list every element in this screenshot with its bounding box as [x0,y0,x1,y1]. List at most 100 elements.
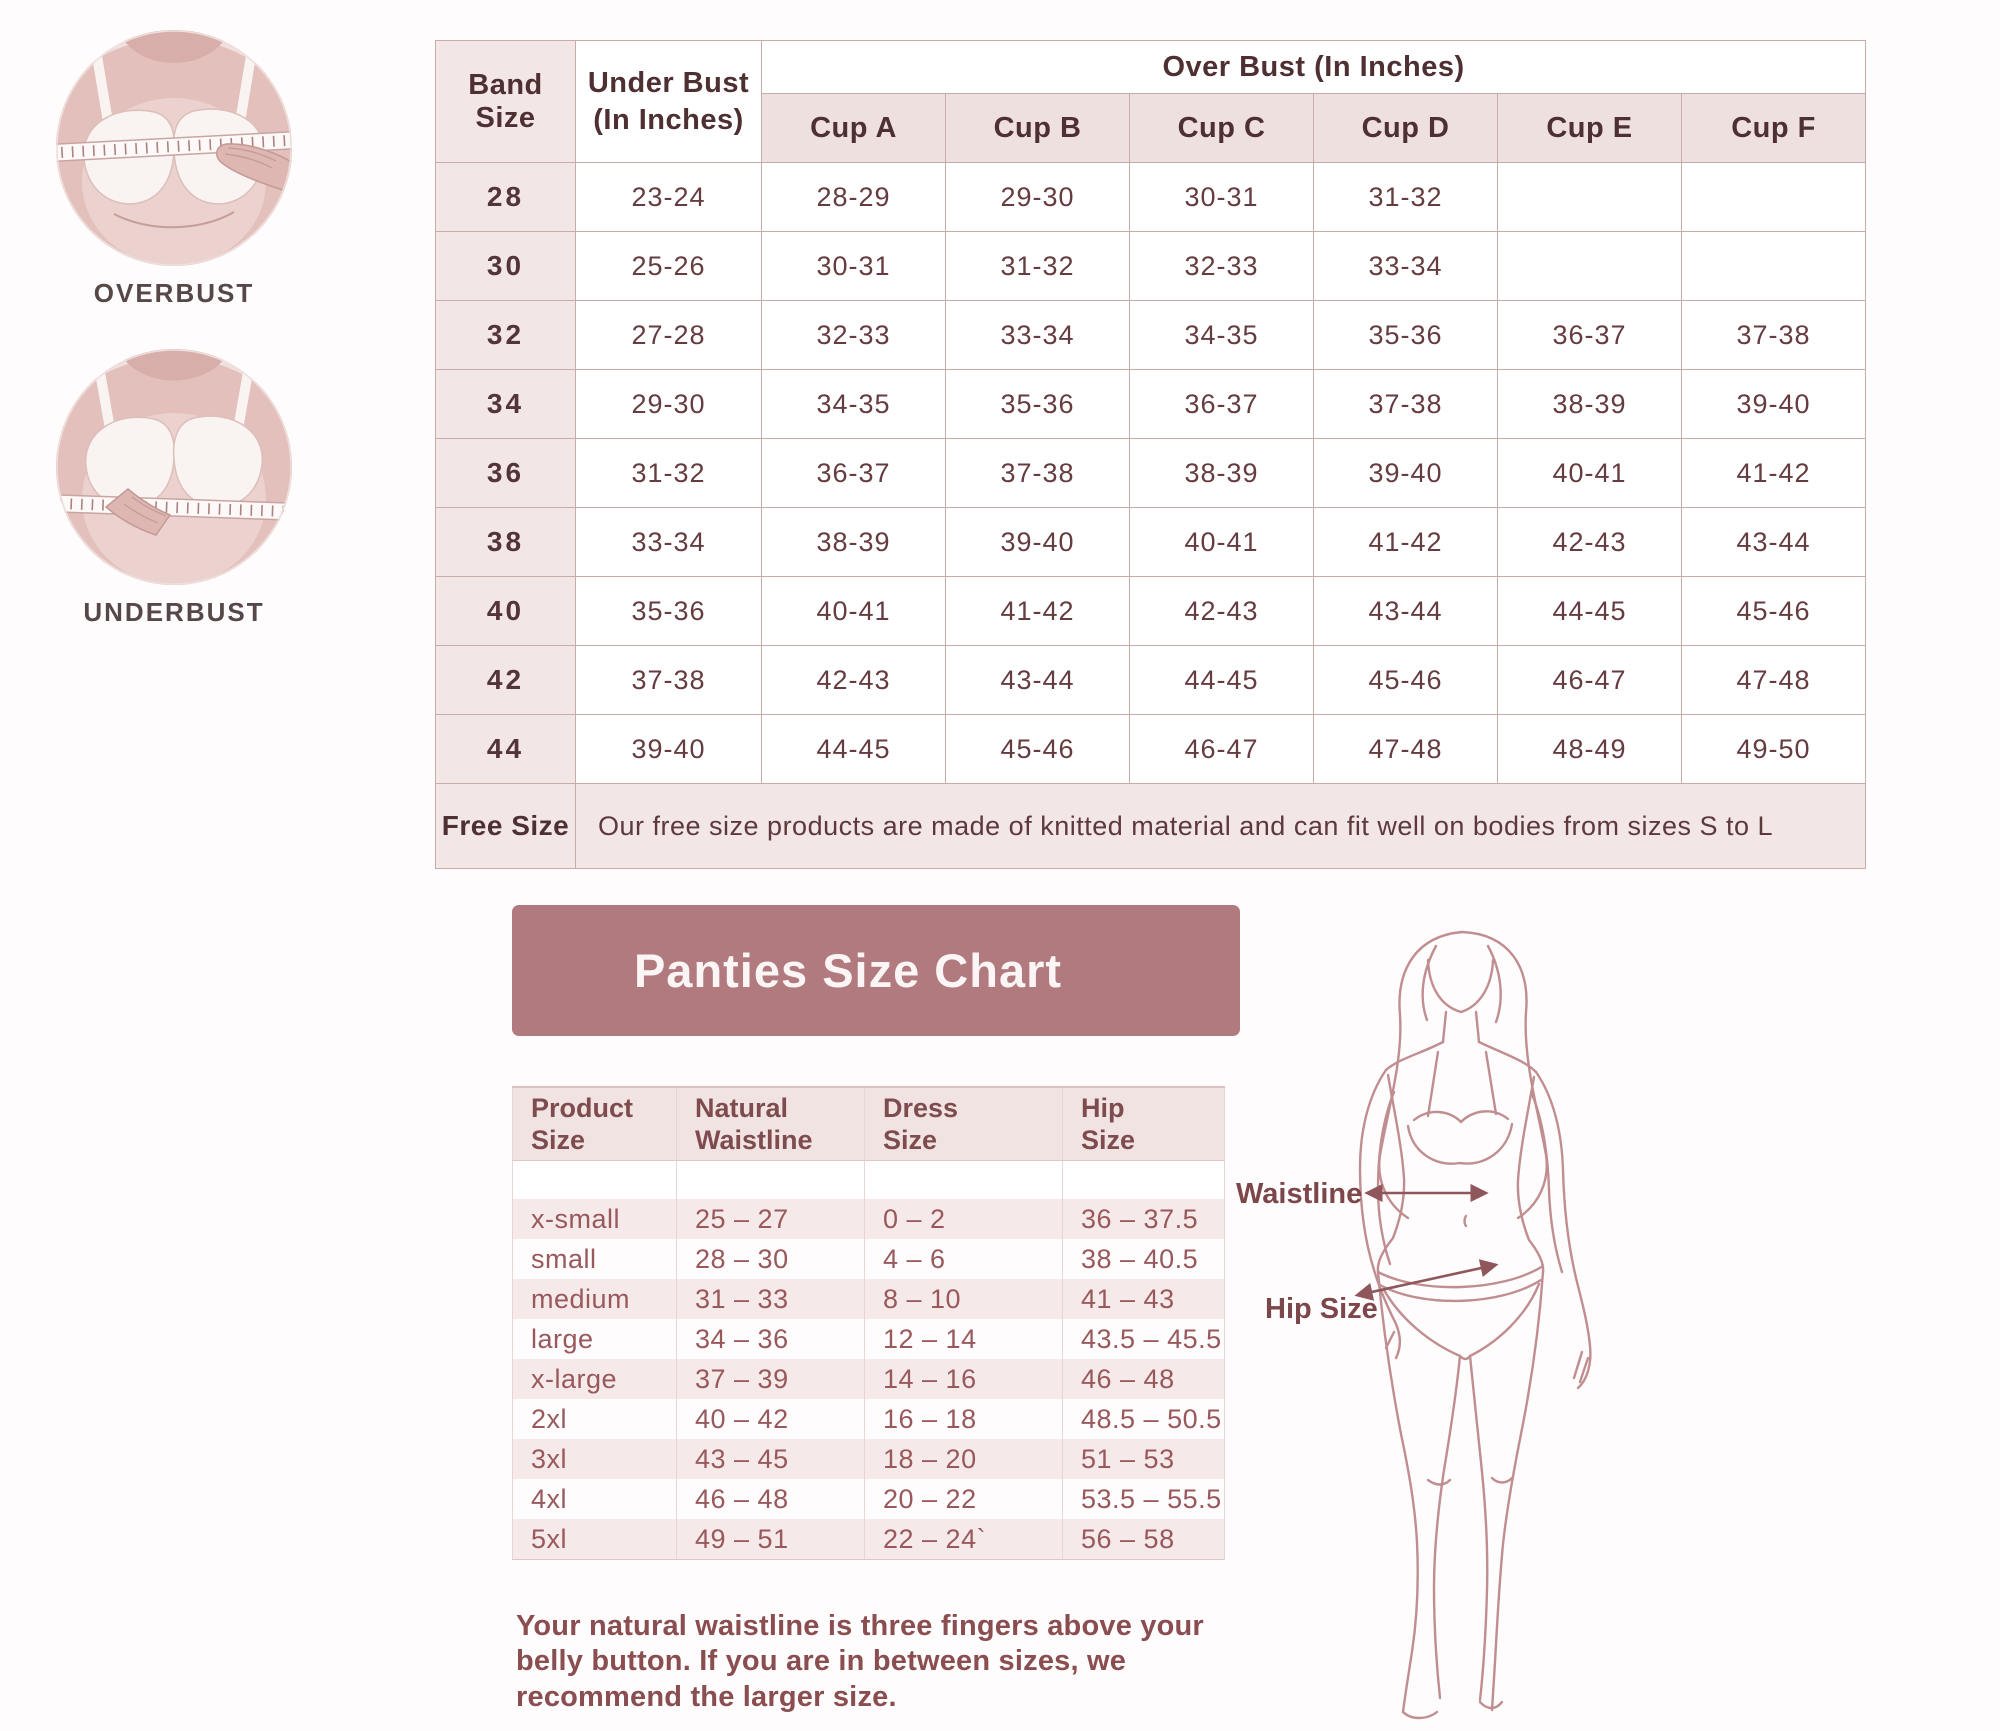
cup-a-header: Cup A [761,93,946,163]
cup-cell: 39-40 [1680,369,1867,439]
table-row: 28 23-24 28-29 29-30 30-31 31-32 [435,162,1867,232]
cup-cell: 49-50 [1680,714,1867,784]
dress-cell: 18 – 20 [864,1439,1063,1479]
cup-cell: 45-46 [1680,576,1867,646]
cup-cell: 32-33 [1129,231,1314,301]
underbust-label: UNDERBUST [83,597,265,627]
overbust-photo [56,30,292,266]
dress-cell: 22 – 24` [864,1519,1063,1560]
cup-cell: 44-45 [1129,645,1314,715]
underbust-figure: UNDERBUST [54,349,294,628]
band-size-cell: 38 [435,507,576,577]
underbust-cell: 25-26 [575,231,762,301]
bra-illustration [85,360,263,508]
dress-cell: 20 – 22 [864,1479,1063,1519]
overbust-figure: OVERBUST [54,30,294,309]
cup-cell: 32-33 [761,300,946,370]
size-cell: small [512,1239,677,1279]
table-row: 30 25-26 30-31 31-32 32-33 33-34 [435,231,1867,301]
cup-cell: 41-42 [1680,438,1867,508]
cup-cell: 30-31 [761,231,946,301]
measuring-tape [56,129,292,163]
cup-cell: 36-37 [761,438,946,508]
hip-size-header: Hip Size [1062,1086,1225,1161]
table-row: 40 35-36 40-41 41-42 42-43 43-44 44-45 4… [435,576,1867,646]
cup-cell: 38-39 [1497,369,1682,439]
table-row: 4xl 46 – 48 20 – 22 53.5 – 55.5 [512,1479,1225,1519]
size-cell: 3xl [512,1439,677,1479]
cup-cell [1497,162,1682,232]
cup-cell: 39-40 [945,507,1130,577]
cup-cell: 45-46 [945,714,1130,784]
band-size-cell: 32 [435,300,576,370]
body-measurement-figure: Waistline Hip Size [1230,920,1790,1731]
dress-cell: 16 – 18 [864,1399,1063,1439]
cup-cell: 42-43 [761,645,946,715]
woman-figure-illustration: Waistline Hip Size [1236,930,1592,1720]
cup-cell: 40-41 [1497,438,1682,508]
cup-cell: 40-41 [761,576,946,646]
cup-e-header: Cup E [1497,93,1682,163]
waist-cell: 25 – 27 [676,1199,865,1239]
spacer-cell [864,1160,1063,1199]
panties-outline [1376,1264,1545,1361]
cup-cell: 42-43 [1129,576,1314,646]
hip-cell: 41 – 43 [1062,1279,1225,1319]
panties-chart-title-banner: Panties Size Chart [512,905,1240,1036]
overbust-label: OVERBUST [93,278,255,308]
underbust-cell: 35-36 [575,576,762,646]
band-size-header: Band Size [435,40,576,163]
table-row: x-large 37 – 39 14 – 16 46 – 48 [512,1359,1225,1399]
table-row: 5xl 49 – 51 22 – 24` 56 – 58 [512,1519,1225,1560]
band-size-cell: 36 [435,438,576,508]
cup-d-header: Cup D [1313,93,1498,163]
size-cell: medium [512,1279,677,1319]
table-row: 36 31-32 36-37 37-38 38-39 39-40 40-41 4… [435,438,1867,508]
cup-cell: 33-34 [1313,231,1498,301]
table-row: 2xl 40 – 42 16 – 18 48.5 – 50.5 [512,1399,1225,1439]
waist-cell: 43 – 45 [676,1439,865,1479]
dress-cell: 8 – 10 [864,1279,1063,1319]
face-outline [1426,958,1495,1044]
waistline-note: Your natural waistline is three fingers … [516,1610,1204,1713]
dress-cell: 12 – 14 [864,1319,1063,1359]
spacer-cell [1062,1160,1225,1199]
hip-size-label: Hip Size [1265,1293,1378,1325]
cup-cell: 41-42 [1313,507,1498,577]
underbust-cell: 39-40 [575,714,762,784]
band-size-cell: 40 [435,576,576,646]
band-size-cell: 42 [435,645,576,715]
waist-cell: 49 – 51 [676,1519,865,1560]
cup-cell: 47-48 [1680,645,1867,715]
cup-cell: 46-47 [1129,714,1314,784]
band-size-cell: 44 [435,714,576,784]
cup-cell: 38-39 [1129,438,1314,508]
cup-cell [1680,231,1867,301]
hip-cell: 48.5 – 50.5 [1062,1399,1225,1439]
cup-b-header: Cup B [945,93,1130,163]
cup-c-header: Cup C [1129,93,1314,163]
cup-cell: 37-38 [945,438,1130,508]
table-row: 38 33-34 38-39 39-40 40-41 41-42 42-43 4… [435,507,1867,577]
cup-cell: 44-45 [761,714,946,784]
cup-cell: 37-38 [1313,369,1498,439]
cup-cell: 39-40 [1313,438,1498,508]
free-size-label: Free Size [435,783,576,869]
spacer-cell [676,1160,865,1199]
measuring-tape [56,493,292,522]
cup-cell: 35-36 [1313,300,1498,370]
cup-cell: 36-37 [1497,300,1682,370]
waist-cell: 28 – 30 [676,1239,865,1279]
cup-cell: 31-32 [1313,162,1498,232]
hip-cell: 36 – 37.5 [1062,1199,1225,1239]
dress-cell: 4 – 6 [864,1239,1063,1279]
cup-f-header: Cup F [1680,93,1867,163]
dress-cell: 0 – 2 [864,1199,1063,1239]
hip-cell: 56 – 58 [1062,1519,1225,1560]
over-bust-header: Over Bust (In Inches) [760,40,1867,94]
table-row: 44 39-40 44-45 45-46 46-47 47-48 48-49 4… [435,714,1867,784]
cup-cell: 31-32 [945,231,1130,301]
band-size-cell: 34 [435,369,576,439]
hip-cell: 51 – 53 [1062,1439,1225,1479]
measurement-annotations: Waistline Hip Size [1236,1178,1499,1325]
